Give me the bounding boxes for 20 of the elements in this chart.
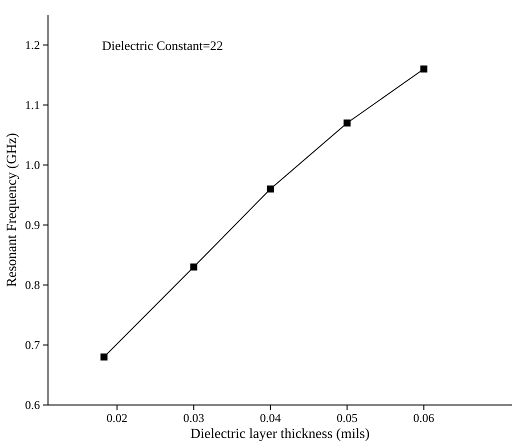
y-tick-label: 1.2 bbox=[25, 38, 40, 52]
y-tick-label: 1.1 bbox=[25, 98, 40, 112]
x-tick-label: 0.06 bbox=[413, 411, 434, 425]
x-axis-title: Dielectric layer thickness (mils) bbox=[190, 427, 370, 442]
y-tick-label: 0.6 bbox=[25, 398, 40, 412]
y-tick-label: 0.8 bbox=[25, 278, 40, 292]
y-tick-label: 1.0 bbox=[25, 158, 40, 172]
x-tick-label: 0.03 bbox=[183, 411, 204, 425]
point bbox=[344, 120, 351, 126]
point bbox=[266, 186, 274, 192]
x-tick-label: 0.04 bbox=[260, 411, 281, 425]
annotation: Dielectric Constant=22 bbox=[102, 38, 224, 53]
y-tick-label: 0.9 bbox=[25, 218, 40, 232]
x-tick-label: 0.05 bbox=[336, 411, 358, 425]
point bbox=[420, 66, 428, 72]
point bbox=[190, 264, 198, 270]
x-tick-label: 0.02 bbox=[106, 411, 128, 425]
point bbox=[100, 354, 108, 360]
y-tick-label: 0.7 bbox=[25, 338, 40, 352]
y-axis-title: Resonant Frequency (GHz) bbox=[5, 132, 20, 287]
